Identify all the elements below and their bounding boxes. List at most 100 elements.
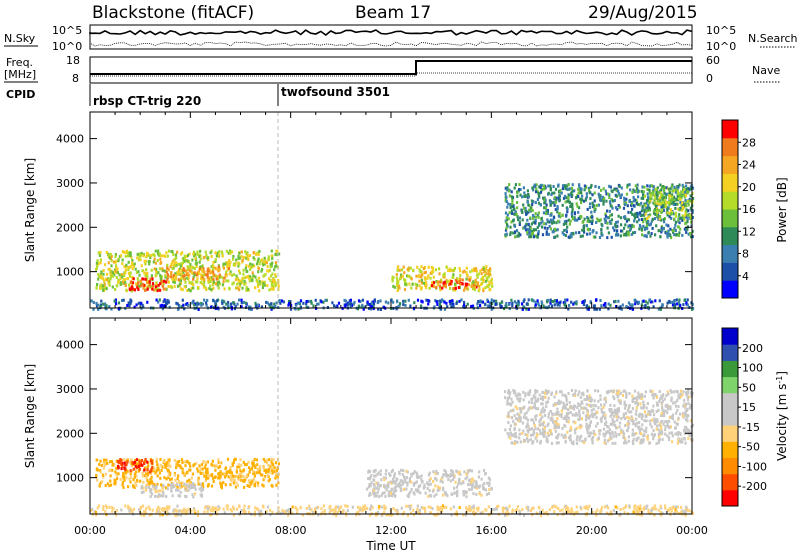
power-cell <box>587 217 590 221</box>
power-cell <box>198 260 201 264</box>
velocity-cell <box>514 392 517 396</box>
power-cell <box>552 218 555 222</box>
power-cell <box>179 252 183 256</box>
velocity-cell <box>189 464 192 468</box>
velocity-cell <box>174 478 177 482</box>
power-cell <box>233 263 237 267</box>
velocity-cell <box>438 486 441 490</box>
velocity-cell <box>137 465 140 468</box>
velocity-cell <box>685 428 688 432</box>
velocity-cell <box>146 468 149 472</box>
power-cell <box>672 212 675 216</box>
power-cell <box>585 195 588 199</box>
power-cell <box>459 278 462 282</box>
velocity-cell <box>512 391 516 395</box>
velocity-cell <box>402 481 405 485</box>
power-cell <box>472 283 475 287</box>
power-cell <box>194 280 197 284</box>
velocity-cell <box>623 441 626 445</box>
power-cell <box>260 305 263 309</box>
velocity-cell <box>118 459 121 463</box>
velocity-cell <box>167 483 170 487</box>
velocity-cell <box>384 494 387 498</box>
power-cell <box>208 287 211 290</box>
velocity-cell <box>649 389 652 393</box>
velocity-cell <box>578 390 581 394</box>
velocity-cell <box>186 471 189 475</box>
velocity-cell <box>254 480 257 484</box>
power-cell <box>179 287 183 291</box>
power-cell <box>599 218 602 222</box>
velocity-cell <box>589 414 592 418</box>
velocity-cell <box>588 403 591 407</box>
power-cell <box>553 203 556 207</box>
velocity-cell <box>197 469 200 473</box>
velocity-cell <box>469 483 472 487</box>
velocity-cell <box>102 475 105 479</box>
velocity-cell <box>425 481 429 485</box>
velocity-cell <box>482 468 486 472</box>
velocity-cell <box>613 410 616 414</box>
velocity-cell <box>214 468 217 472</box>
power-cell <box>597 192 600 196</box>
velocity-cell <box>602 414 605 418</box>
velocity-cell <box>538 428 542 432</box>
power-cell <box>424 283 427 287</box>
velocity-cell <box>602 427 606 431</box>
power-cell <box>127 260 130 264</box>
power-cell <box>136 256 139 260</box>
power-cell <box>271 272 274 276</box>
power-cell <box>653 217 657 221</box>
power-cell <box>499 304 502 308</box>
power-cell <box>150 274 153 278</box>
velocity-cell <box>242 460 245 464</box>
velocity-cell <box>235 481 238 485</box>
power-cell <box>203 270 206 274</box>
power-cell <box>602 202 605 206</box>
power-cell <box>588 206 591 209</box>
velocity-cell <box>241 474 244 478</box>
power-cell <box>529 206 532 210</box>
power-cell <box>193 273 196 277</box>
velocity-cell <box>587 396 590 400</box>
velocity-cell <box>569 425 572 429</box>
velocity-cell <box>109 460 112 464</box>
velocity-cell <box>627 426 630 430</box>
power-cell <box>588 219 591 223</box>
velocity-cell <box>615 415 618 418</box>
velocity-cell <box>231 474 235 478</box>
power-cell <box>603 217 606 221</box>
velocity-cell <box>226 457 230 461</box>
power-cell <box>571 183 574 187</box>
power-cell <box>691 209 694 213</box>
power-cell <box>681 207 684 211</box>
power-cell <box>532 216 535 220</box>
power-cell <box>162 254 165 258</box>
power-cell <box>155 273 158 277</box>
power-cell <box>580 201 583 205</box>
velocity-cell <box>379 473 382 476</box>
power-cell <box>611 190 614 194</box>
velocity-cell <box>555 435 558 439</box>
power-cell <box>564 234 567 237</box>
power-cell <box>590 210 593 214</box>
velocity-cell <box>543 391 547 395</box>
velocity-cell <box>254 466 257 469</box>
velocity-cell <box>636 395 640 399</box>
power-cell <box>643 185 646 189</box>
velocity-cell <box>545 435 548 439</box>
power-cell <box>449 282 452 286</box>
velocity-cell <box>532 421 536 425</box>
velocity-cell <box>679 432 682 436</box>
power-cell <box>530 222 533 226</box>
power-cell <box>160 303 163 307</box>
power-cell <box>670 201 673 205</box>
power-cell <box>256 259 259 263</box>
velocity-cell <box>666 411 669 415</box>
power-cell <box>90 299 93 303</box>
power-cell <box>258 289 261 293</box>
velocity-cell <box>529 406 533 410</box>
power-cell <box>537 194 540 198</box>
velocity-cell <box>211 459 214 463</box>
velocity-cell <box>628 422 631 426</box>
